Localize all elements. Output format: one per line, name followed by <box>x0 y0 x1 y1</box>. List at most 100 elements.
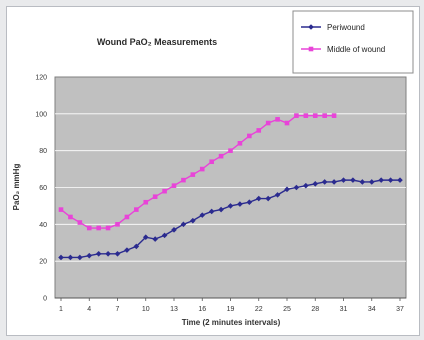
legend-marker <box>308 46 314 52</box>
data-point <box>275 117 280 122</box>
data-point <box>77 254 83 261</box>
data-point <box>199 212 206 218</box>
y-tick-label: 40 <box>39 222 47 229</box>
y-tick-label: 0 <box>43 296 47 303</box>
data-point <box>162 188 167 194</box>
y-tick-label: 20 <box>39 259 47 266</box>
legend-label: Middle of wound <box>327 45 385 54</box>
data-point <box>105 251 111 257</box>
data-point <box>133 243 140 250</box>
data-point <box>340 177 347 183</box>
legend-items: Periwound Middle of wound <box>301 23 385 54</box>
data-point <box>237 141 243 146</box>
data-point <box>247 133 252 139</box>
data-point <box>293 184 300 191</box>
data-point <box>95 251 102 257</box>
x-tick-label: 4 <box>87 306 91 313</box>
y-tick-label: 80 <box>39 148 47 155</box>
data-point <box>143 199 149 205</box>
y-axis-ticks: 0 20 40 60 80 100 120 <box>35 75 47 303</box>
data-point <box>284 120 290 126</box>
data-point <box>228 148 233 153</box>
gridlines <box>55 113 406 262</box>
x-tick-label: 28 <box>311 306 319 313</box>
legend-label: Periwound <box>327 23 365 32</box>
data-point <box>86 225 92 231</box>
data-point <box>350 177 356 183</box>
data-point <box>114 251 121 257</box>
data-point <box>190 172 196 177</box>
data-point <box>152 236 158 242</box>
x-tick-label: 1 <box>59 306 63 313</box>
data-point <box>124 214 130 220</box>
data-point <box>387 177 394 183</box>
data-point <box>312 113 318 118</box>
data-point <box>68 214 73 220</box>
x-axis-ticks: 1 4 7 10 13 16 19 22 25 28 31 34 37 <box>55 297 406 313</box>
x-tick-label: 37 <box>396 306 404 313</box>
x-tick-label: 10 <box>142 306 150 313</box>
data-point <box>190 217 196 224</box>
data-point <box>96 225 101 231</box>
x-axis-label: Time (2 minutes intervals) <box>182 318 281 327</box>
legend-box <box>292 10 414 74</box>
data-point <box>171 227 177 233</box>
data-point <box>209 159 214 165</box>
data-point <box>368 179 375 185</box>
x-tick-label: 22 <box>255 306 263 313</box>
legend-marker <box>308 24 314 30</box>
plot-area <box>54 76 407 299</box>
data-point <box>227 203 234 209</box>
data-point <box>67 254 74 261</box>
data-point <box>265 195 271 202</box>
data-point <box>321 179 328 185</box>
data-point <box>256 128 262 133</box>
data-point <box>152 194 158 200</box>
data-point <box>331 179 337 185</box>
data-point <box>303 182 309 189</box>
y-tick-label: 100 <box>35 111 47 118</box>
data-point <box>58 254 64 261</box>
data-point <box>359 179 366 185</box>
legend: Periwound Middle of wound <box>292 10 414 74</box>
y-tick-label: 60 <box>39 185 47 192</box>
series-1 <box>58 113 337 231</box>
data-point <box>294 113 299 118</box>
line-chart: Wound PaO₂ Measurements 020406080100120 … <box>12 10 414 327</box>
chart-frame: Wound PaO₂ Measurements 0 20 40 60 80 100 120 … <box>6 6 420 336</box>
data-point <box>246 199 253 206</box>
data-point <box>86 252 93 259</box>
data-point <box>142 234 149 241</box>
data-point <box>180 221 187 228</box>
data-point <box>274 192 281 198</box>
x-tick-label: 7 <box>116 306 120 313</box>
data-point <box>58 207 64 212</box>
data-point <box>115 222 120 227</box>
data-point <box>181 177 186 183</box>
x-tick-label: 31 <box>340 306 348 313</box>
data-point <box>237 201 243 207</box>
x-tick-label: 16 <box>198 306 206 313</box>
chart-title: Wound PaO₂ Measurements <box>97 37 217 47</box>
data-point <box>199 166 205 172</box>
data-point <box>218 153 224 159</box>
data-point <box>77 220 83 225</box>
data-point <box>331 113 337 118</box>
data-point <box>265 120 271 126</box>
y-axis-label: PaO₂ mmHg <box>12 164 21 211</box>
data-point <box>134 207 139 212</box>
data-point <box>171 183 177 188</box>
data-point <box>255 195 262 202</box>
x-tick-label: 19 <box>227 306 235 313</box>
data-point <box>397 177 403 183</box>
series-layer <box>58 113 403 261</box>
series-0 <box>58 177 403 261</box>
data-point <box>378 177 384 183</box>
data-point <box>303 113 309 118</box>
x-tick-label: 25 <box>283 306 291 313</box>
x-tick-label: 13 <box>170 306 178 313</box>
y-tick-label: 120 <box>35 75 47 82</box>
data-point <box>208 208 215 215</box>
data-point <box>284 186 290 193</box>
x-tick-label: 34 <box>368 306 376 313</box>
